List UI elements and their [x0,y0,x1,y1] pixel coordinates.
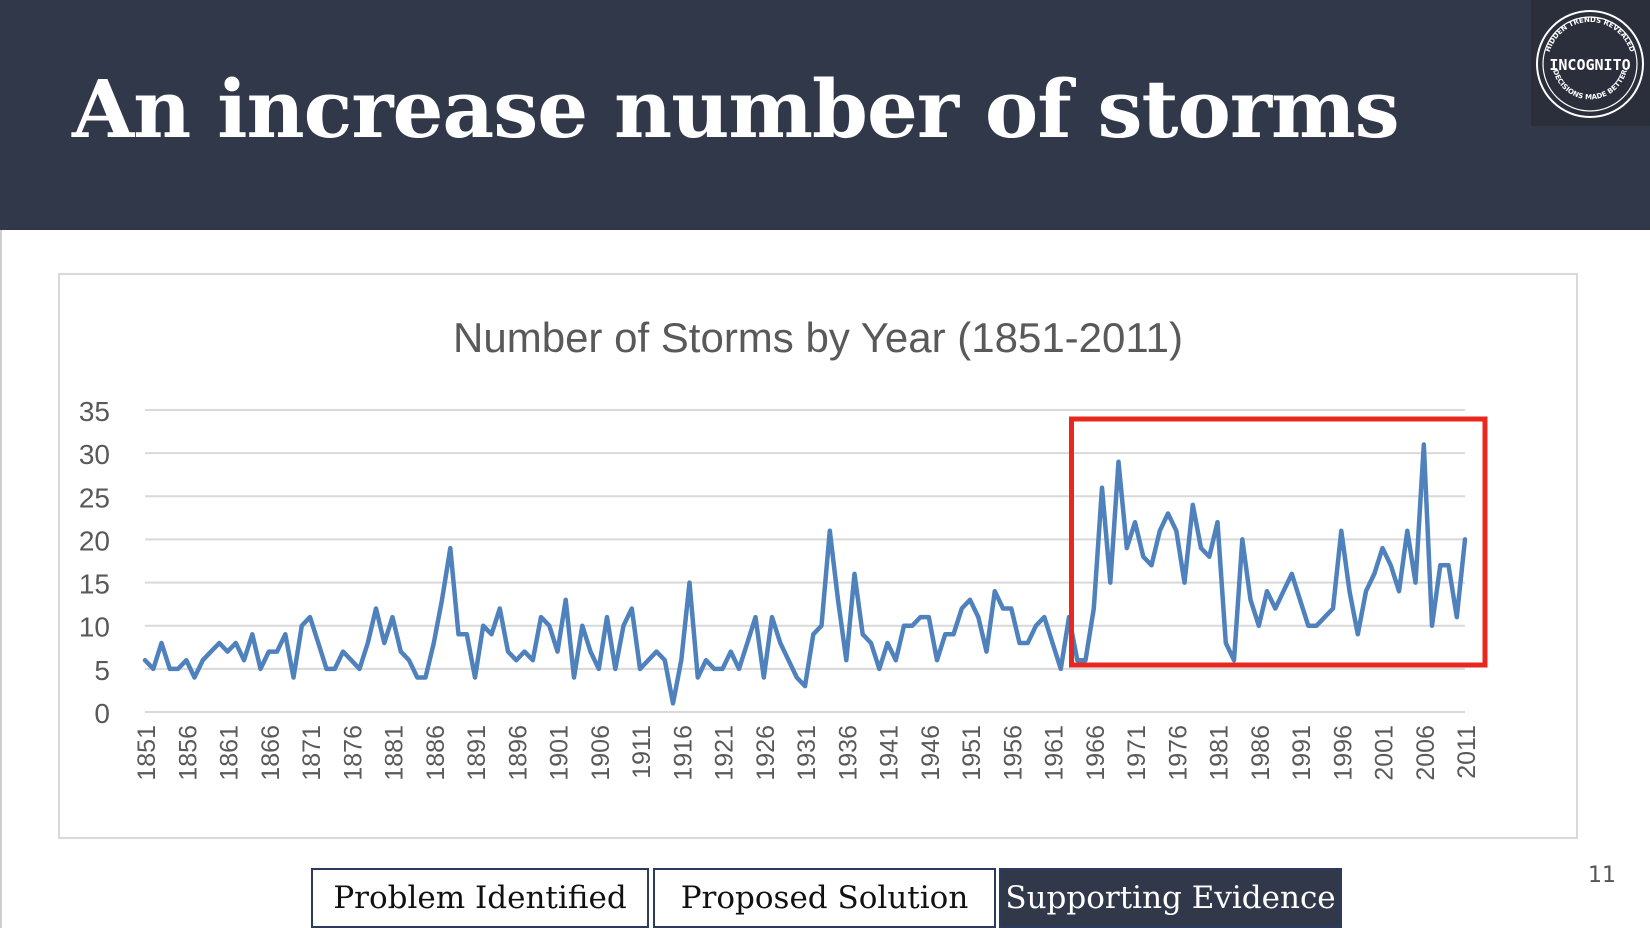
x-tick-label: 1916 [669,725,697,781]
chart-canvas: Number of Storms by Year (1851-2011) 0 5 1… [79,314,1488,781]
slide-edge [0,230,2,928]
incognito-logo: HIDDEN TRENDS REVEALED DECISIONS MADE BE… [1531,0,1650,126]
x-tick-label: 2006 [1412,725,1440,781]
x-tick-label: 1976 [1164,725,1192,781]
y-tick-label: 20 [79,525,110,556]
y-tick-label: 30 [79,439,110,470]
x-tick-label: 1986 [1247,725,1275,781]
x-tick-label: 1871 [298,725,326,781]
x-tick-label: 1991 [1288,725,1316,781]
x-tick-label: 2011 [1453,725,1481,779]
y-tick-label: 15 [79,569,110,600]
logo-name: INCOGNITO [1549,56,1630,74]
x-tick-label: 1921 [711,725,739,781]
page-number: 11 [1588,863,1616,888]
x-tick-label: 1901 [546,725,574,781]
title-bar: An increase number of storms HIDDEN TREN… [0,0,1650,230]
nav-supporting-evidence[interactable]: Supporting Evidence [999,868,1342,928]
x-tick-label: 1996 [1329,725,1357,781]
x-tick-label: 1891 [463,725,491,781]
x-tick-label: 1966 [1082,725,1110,781]
x-tick-label: 1896 [504,725,532,781]
highlight-box [1069,416,1488,668]
y-tick-label: 25 [79,482,110,513]
y-tick-label: 5 [94,655,110,686]
x-tick-label: 1971 [1123,725,1151,781]
x-tick-label: 1856 [174,725,202,781]
x-tick-label: 1886 [422,725,450,781]
y-tick-label: 35 [79,396,110,427]
x-tick-label: 1936 [834,725,862,781]
y-tick-label: 10 [79,612,110,643]
x-tick-label: 2001 [1371,725,1399,781]
y-tick-label: 0 [94,698,110,729]
x-tick-label: 1951 [958,725,986,781]
nav-proposed-solution[interactable]: Proposed Solution [653,868,996,928]
x-tick-label: 1851 [133,725,161,781]
x-tick-label: 1906 [587,725,615,781]
x-tick-label: 1956 [999,725,1027,781]
x-tick-label: 1861 [216,725,244,781]
x-tick-label: 1941 [876,725,904,781]
x-tick-label: 1926 [752,725,780,781]
x-tick-label: 1866 [257,725,285,781]
chart-title: Number of Storms by Year (1851-2011) [453,314,1183,361]
x-tick-label: 1931 [793,725,821,781]
x-tick-label: 1946 [917,725,945,781]
x-tick-label: 1981 [1206,725,1234,781]
x-tick-label: 1881 [381,725,409,781]
nav-problem-identified[interactable]: Problem Identified [311,868,649,928]
x-tick-label: 1911 [628,725,656,779]
slide-title: An increase number of storms [72,62,1400,156]
x-tick-label: 1961 [1041,725,1069,781]
x-tick-label: 1876 [339,725,367,781]
storms-chart: Number of Storms by Year (1851-2011) 0 5 1… [58,273,1578,839]
